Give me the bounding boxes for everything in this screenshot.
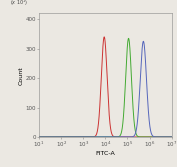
Y-axis label: Count: Count <box>19 66 24 85</box>
Text: $(x\ 10^1)$: $(x\ 10^1)$ <box>10 0 28 8</box>
X-axis label: FITC-A: FITC-A <box>95 151 115 156</box>
